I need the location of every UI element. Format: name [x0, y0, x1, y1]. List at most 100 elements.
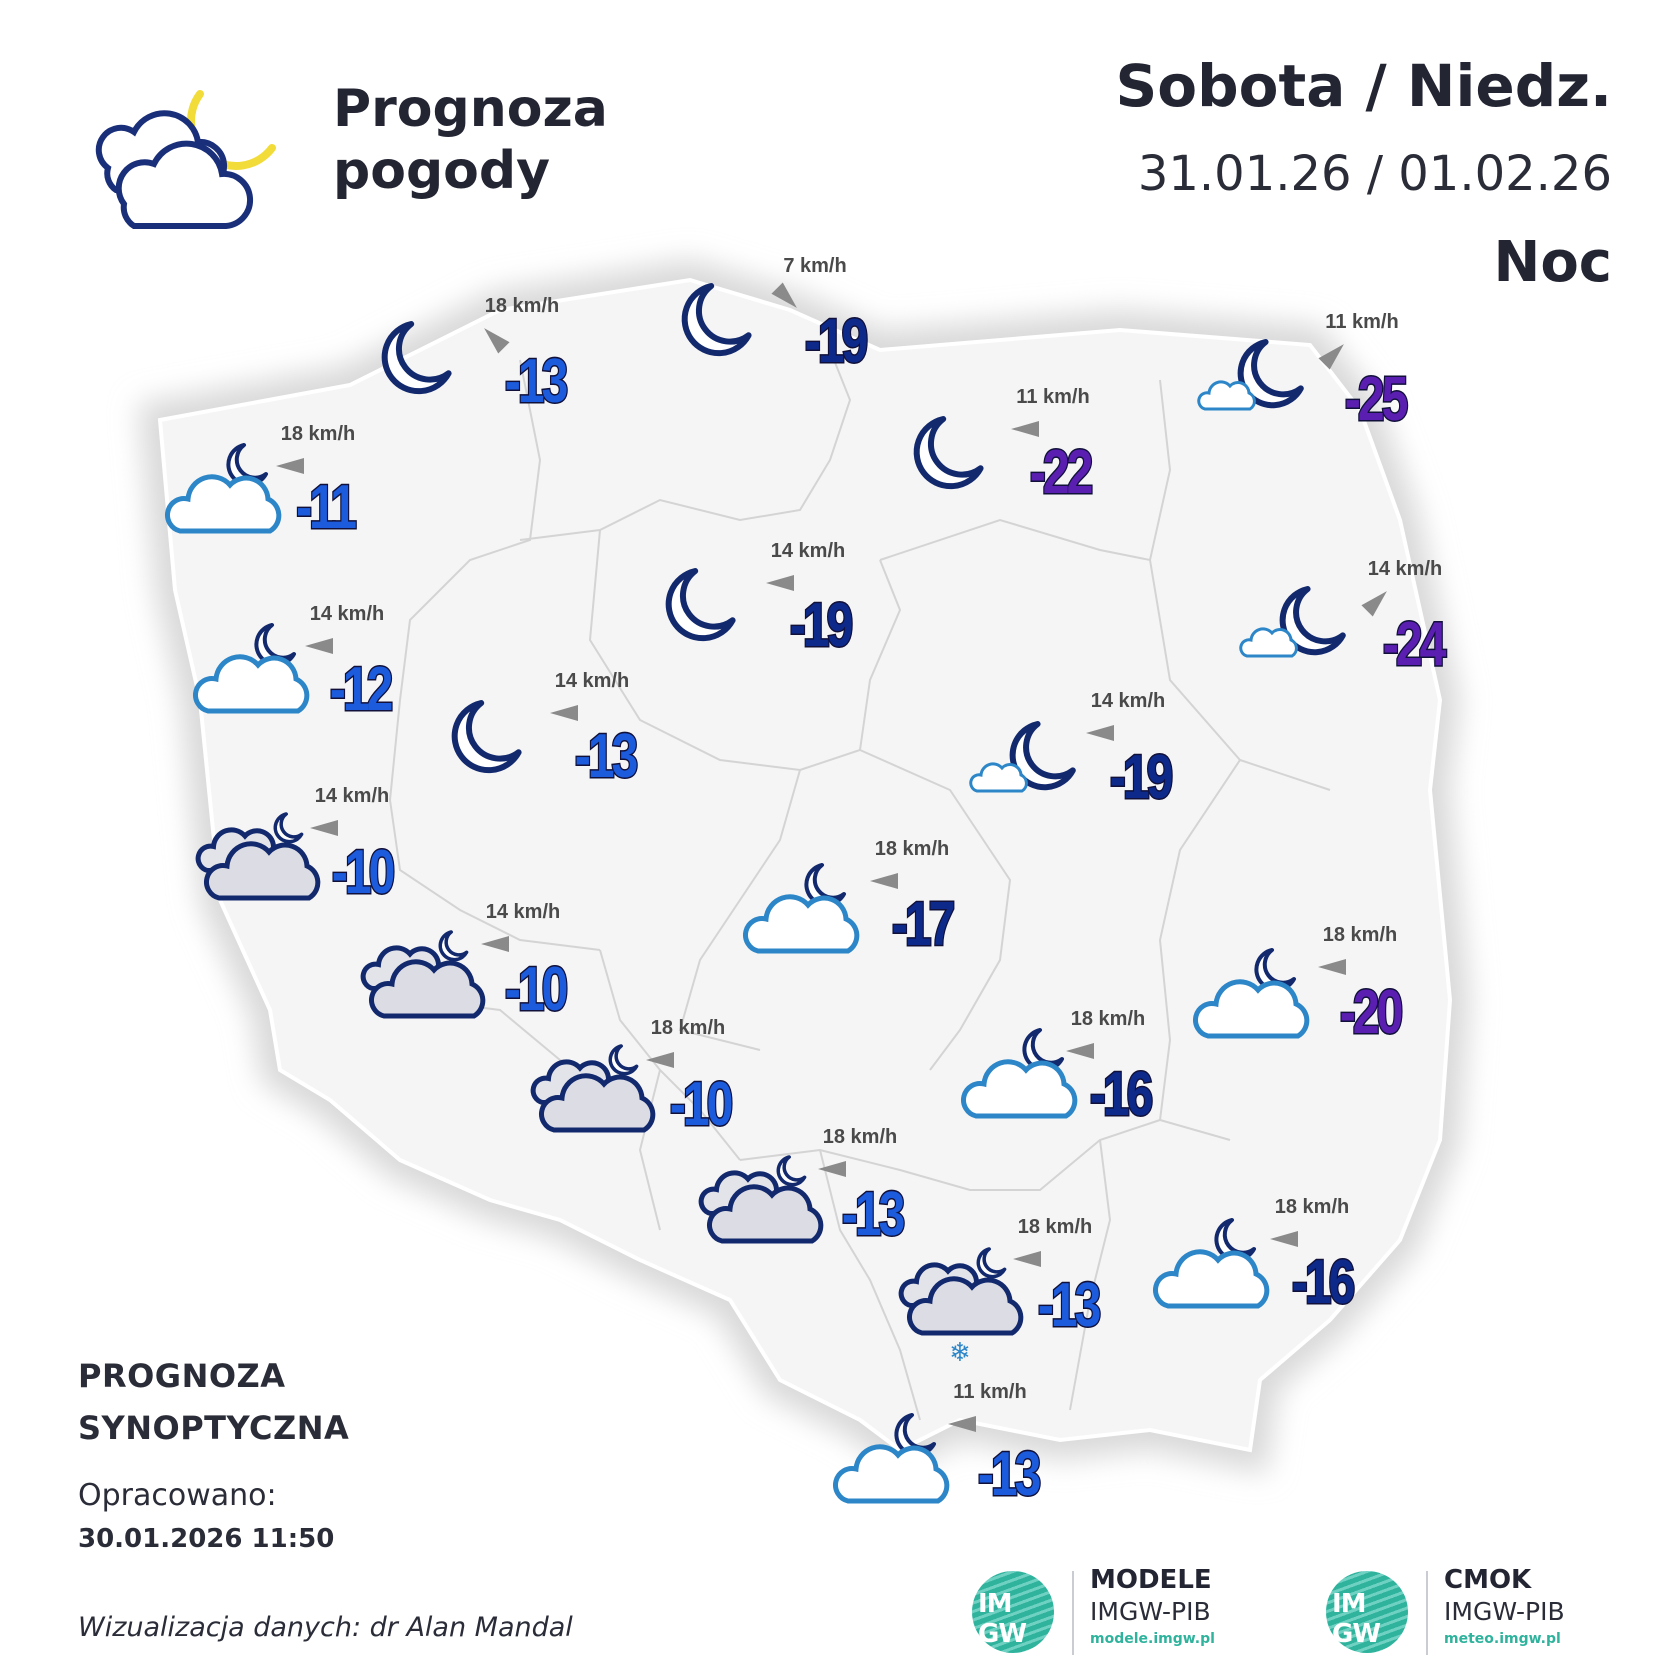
moon-icon [776, 1155, 807, 1187]
moon-icon [226, 443, 268, 487]
clear-night-icon [381, 321, 452, 395]
imgw-logo-mark: IM GW [978, 1589, 1027, 1649]
station-8[interactable]: 14 km/h -12 [193, 603, 396, 725]
logo-url[interactable]: modele.imgw.pl [1090, 1631, 1215, 1647]
temperature-label: -10 [505, 954, 567, 1023]
temperature-label: -13 [505, 346, 567, 415]
wind-arrow-icon [1318, 959, 1346, 975]
station-7[interactable]: 14 km/h -24 [1239, 558, 1451, 680]
station-15[interactable]: 18 km/h -10 [530, 1017, 736, 1140]
wind-speed-label: 14 km/h [310, 603, 384, 625]
temperature-label: -22 [1030, 437, 1092, 506]
temperature-label: -24 [1383, 609, 1447, 678]
station-11[interactable]: 14 km/h -10 [195, 785, 398, 908]
moon-icon [1279, 586, 1346, 656]
temperature-label: -19 [1110, 742, 1172, 811]
station-14[interactable]: 18 km/h -20 [1193, 924, 1406, 1048]
wind-speed-label: 14 km/h [555, 670, 629, 692]
wind-arrow-icon [766, 575, 794, 591]
wind-arrow-icon [1270, 1231, 1298, 1247]
cloud-moon-icon [743, 863, 860, 954]
logo-divider [1072, 1571, 1074, 1655]
cloud-icon [539, 1073, 656, 1133]
imgw-logo-mark: IM GW [1332, 1589, 1381, 1649]
prepared-date: 30.01.2026 11:50 [78, 1524, 335, 1554]
wind-speed-label: 18 km/h [1018, 1216, 1092, 1238]
moon-small-cloud-icon [1239, 586, 1346, 658]
temperature-label: -16 [1292, 1247, 1354, 1316]
station-9[interactable]: 14 km/h -13 [451, 670, 641, 792]
wind-arrow-icon [818, 1161, 846, 1177]
moon-small-cloud-icon [1197, 339, 1304, 411]
temperature-label: -12 [330, 654, 392, 723]
station-18[interactable]: ❄ 18 km/h -13 [898, 1216, 1104, 1368]
cloud-icon [165, 474, 282, 534]
forecast-dates: 31.01.26 / 01.02.26 [1137, 146, 1612, 202]
logo-subtitle: IMGW-PIB [1444, 1597, 1565, 1626]
station-4[interactable]: 18 km/h -11 [165, 423, 361, 543]
moon-icon [381, 321, 452, 395]
wind-arrow-icon [481, 936, 509, 952]
overcast-moon-icon [530, 1044, 656, 1133]
moon-icon [254, 623, 296, 667]
overcast-moon-icon [195, 812, 321, 901]
station-1[interactable]: 18 km/h -13 [381, 295, 571, 417]
temperature-label: -11 [296, 472, 356, 541]
station-17[interactable]: 18 km/h -13 [698, 1126, 908, 1250]
wind-speed-label: 18 km/h [651, 1017, 725, 1039]
clear-night-icon [451, 700, 522, 774]
weather-logo-icon [95, 90, 276, 229]
temperature-label: -13 [1038, 1270, 1100, 1339]
logo-url[interactable]: meteo.imgw.pl [1444, 1631, 1561, 1647]
wind-arrow-icon [1013, 1251, 1041, 1267]
moon-icon [273, 812, 304, 844]
cloud-icon [743, 894, 860, 954]
station-2[interactable]: 7 km/h -19 [681, 255, 871, 377]
cmok-logo[interactable]: IM GW CMOK IMGW-PIB meteo.imgw.pl [1326, 1563, 1596, 1663]
station-13[interactable]: 14 km/h -10 [360, 901, 571, 1025]
moon-icon [1022, 1028, 1064, 1072]
station-12[interactable]: 18 km/h -17 [743, 838, 958, 960]
modele-logo[interactable]: IM GW MODELE IMGW-PIB modele.imgw.pl [972, 1563, 1242, 1663]
station-10[interactable]: 14 km/h -19 [969, 690, 1176, 813]
temperature-label: -20 [1340, 977, 1402, 1046]
temperature-label: -16 [1090, 1059, 1152, 1128]
wind-arrow-icon [1066, 1043, 1094, 1059]
wind-arrow-icon [276, 458, 304, 474]
wind-arrow-icon [646, 1052, 674, 1068]
wind-speed-label: 11 km/h [953, 1381, 1026, 1403]
station-19[interactable]: 18 km/h -16 [1153, 1196, 1358, 1318]
cloud-icon [961, 1059, 1078, 1119]
forecast-day: Sobota / Niedz. [1115, 52, 1612, 120]
logo-name: CMOK [1444, 1565, 1532, 1595]
station-16[interactable]: 18 km/h -16 [961, 1008, 1156, 1130]
station-6[interactable]: 14 km/h -19 [665, 540, 856, 661]
cloud-icon [1153, 1249, 1270, 1309]
cloud-icon [204, 841, 321, 901]
forecast-period: Noc [1493, 230, 1612, 295]
logo-name: MODELE [1090, 1565, 1212, 1595]
temperature-label: -19 [790, 590, 852, 659]
station-3[interactable]: 11 km/h -25 [1197, 311, 1412, 435]
moon-icon [1214, 1218, 1256, 1262]
station-5[interactable]: 11 km/h -22 [913, 386, 1096, 508]
clear-night-icon [681, 283, 752, 357]
overcast-moon-icon [360, 930, 486, 1019]
cloud-icon [193, 654, 310, 714]
moon-small-cloud-icon [969, 721, 1076, 793]
wind-speed-label: 14 km/h [1368, 558, 1442, 580]
wind-speed-label: 7 km/h [783, 255, 846, 277]
imgw-logo-icon: IM GW [972, 1571, 1054, 1653]
overcast-moon-icon [698, 1155, 824, 1244]
moon-icon [1237, 339, 1304, 409]
cloud-moon-icon [193, 623, 310, 714]
cloud-icon [369, 959, 486, 1019]
cloud-moon-icon [833, 1413, 950, 1504]
temperature-label: -19 [805, 306, 867, 375]
moon-icon [913, 416, 984, 490]
cloud-icon [907, 1276, 1024, 1336]
wind-arrow-icon [1086, 725, 1114, 741]
station-20[interactable]: 11 km/h -13 [833, 1381, 1044, 1510]
wind-speed-label: 14 km/h [1091, 690, 1165, 712]
